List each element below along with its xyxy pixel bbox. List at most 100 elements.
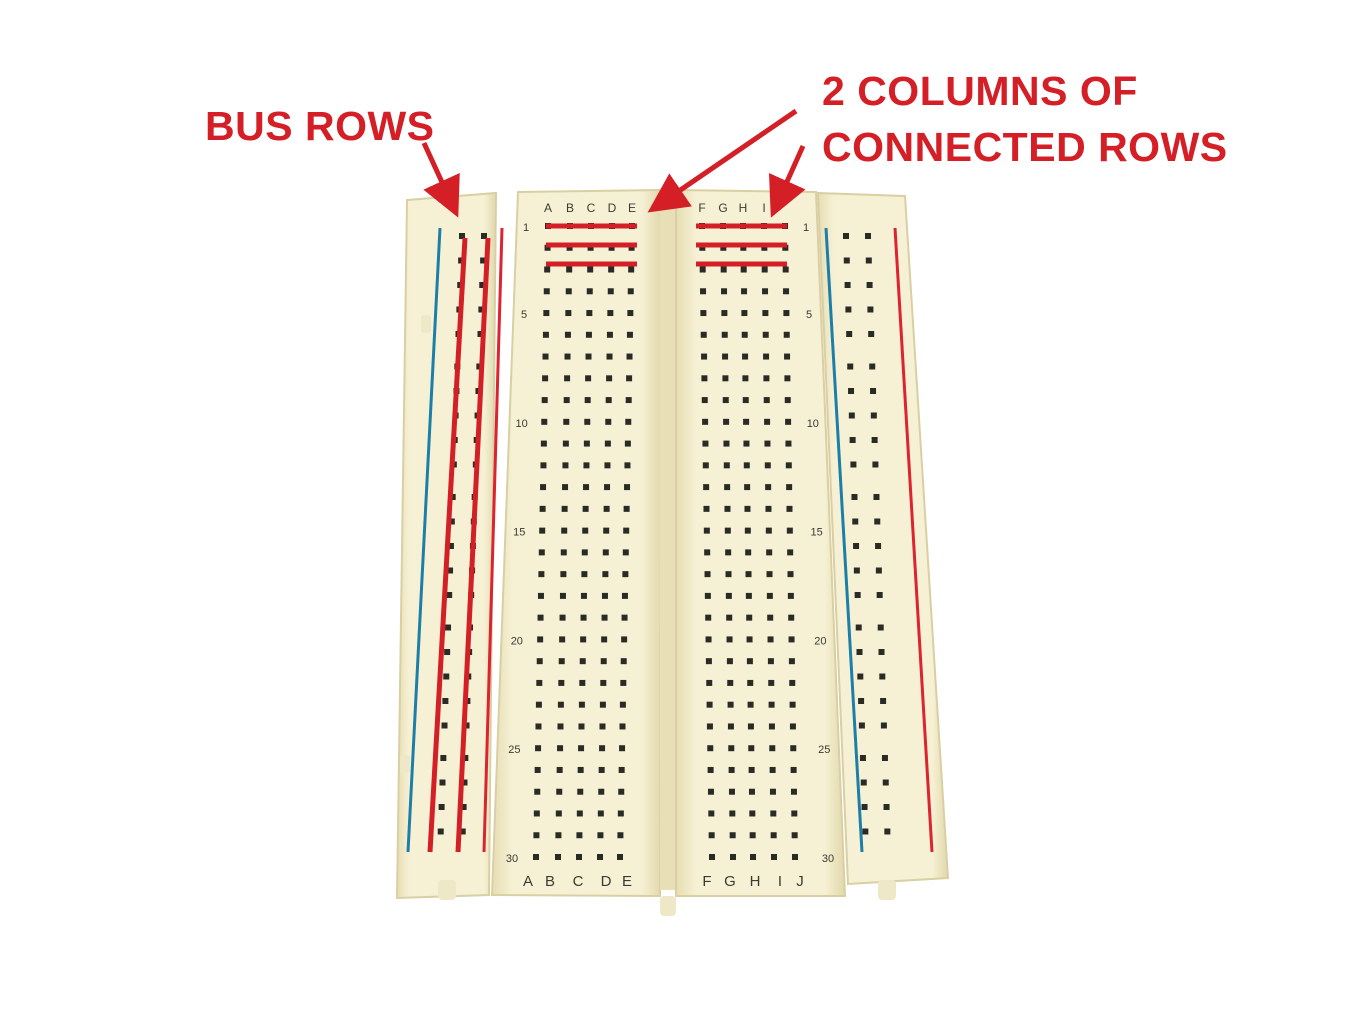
breadboard-hole xyxy=(583,462,590,469)
breadboard-hole xyxy=(742,353,749,360)
breadboard-hole xyxy=(849,437,856,443)
breadboard-hole xyxy=(608,266,615,273)
rail-stripes xyxy=(406,227,934,853)
breadboard-hole xyxy=(762,288,769,295)
breadboard-hole xyxy=(874,518,881,525)
breadboard-hole xyxy=(617,832,624,839)
breadboard-hole xyxy=(762,331,769,338)
breadboard-hole xyxy=(702,418,709,425)
breadboard-hole xyxy=(764,418,771,425)
breadboard-hole xyxy=(537,614,544,621)
breadboard-hole xyxy=(708,810,715,817)
breadboard-hole xyxy=(542,375,549,382)
peg xyxy=(660,896,676,916)
breadboard-hole xyxy=(785,418,792,425)
breadboard-hole xyxy=(535,723,542,730)
row-number: 25 xyxy=(508,744,520,756)
breadboard-hole xyxy=(768,723,775,730)
breadboard-hole xyxy=(763,397,770,404)
annotation-lines xyxy=(421,108,806,853)
column-letter: B xyxy=(566,201,574,215)
breadboard-hole xyxy=(707,788,714,795)
breadboard-hole xyxy=(600,658,607,665)
breadboard-hole xyxy=(788,614,795,621)
breadboard-hole xyxy=(867,306,874,313)
breadboard-hole xyxy=(877,624,884,631)
connected-rows-label-line2: CONNECTED ROWS xyxy=(822,124,1228,170)
breadboard-hole xyxy=(533,854,539,860)
breadboard-hole xyxy=(746,658,753,665)
breadboard-hole xyxy=(627,288,634,295)
breadboard-hole xyxy=(785,440,792,447)
breadboard-hole xyxy=(480,257,487,264)
breadboard-hole xyxy=(479,282,486,288)
breadboard-hole xyxy=(783,331,790,338)
breadboard-hole xyxy=(720,244,727,251)
breadboard-hole xyxy=(725,592,732,599)
breadboard-hole xyxy=(535,745,542,752)
breadboard-hole xyxy=(868,331,875,337)
left-terminal-block xyxy=(490,188,664,898)
breadboard-hole xyxy=(562,462,569,469)
breadboard-hole xyxy=(748,766,755,773)
breadboard-hole xyxy=(787,571,794,578)
breadboard-hole xyxy=(542,331,549,338)
breadboard-hole xyxy=(597,854,603,860)
breadboard-hole xyxy=(602,571,609,578)
breadboard-hole xyxy=(578,745,585,752)
breadboard-hole xyxy=(725,549,732,556)
breadboard-hole xyxy=(706,723,713,730)
breadboard-hole xyxy=(704,549,711,556)
breadboard-hole xyxy=(556,766,563,773)
breadboard-hole xyxy=(478,306,485,313)
breadboard-hole xyxy=(584,418,591,425)
breadboard-hole xyxy=(579,679,586,686)
breadboard-hole xyxy=(604,440,611,447)
breadboard-hole xyxy=(787,592,794,599)
row-number: 1 xyxy=(523,222,529,234)
breadboard-hole xyxy=(625,418,632,425)
breadboard-hole xyxy=(843,233,849,239)
breadboard-hole xyxy=(745,549,752,556)
breadboard-hole xyxy=(559,636,566,643)
breadboard-hole xyxy=(882,779,889,786)
row-number: 25 xyxy=(818,744,830,756)
column-letter: C xyxy=(573,873,584,890)
breadboard-hole xyxy=(883,804,890,810)
breadboard-hole xyxy=(767,636,774,643)
breadboard-hole xyxy=(700,310,707,317)
column-letter: H xyxy=(739,201,748,215)
column-letter: A xyxy=(544,201,552,215)
breadboard-hole xyxy=(560,549,567,556)
center-channel xyxy=(660,200,676,890)
breadboard-hole xyxy=(618,766,625,773)
breadboard-hole xyxy=(727,723,734,730)
breadboard-hole xyxy=(789,701,796,708)
breadboard-hole xyxy=(626,331,633,338)
breadboard-hole xyxy=(462,755,469,761)
breadboard-hole xyxy=(543,310,550,317)
breadboard-hole xyxy=(557,723,564,730)
breadboard-hole xyxy=(786,484,793,491)
breadboard-hole xyxy=(604,484,611,491)
breadboard-hole xyxy=(727,679,734,686)
breadboard-hole xyxy=(533,832,540,839)
breadboard-hole xyxy=(872,461,879,468)
breadboard-hole xyxy=(628,244,635,251)
bus-row-highlight xyxy=(427,237,468,853)
breadboard-hole xyxy=(707,766,714,773)
breadboard-hole xyxy=(580,614,587,621)
breadboard-hole xyxy=(620,679,627,686)
breadboard-hole xyxy=(726,658,733,665)
breadboard-hole xyxy=(437,828,444,835)
breadboard-hole xyxy=(559,592,566,599)
breadboard-hole xyxy=(861,804,868,810)
breadboard-hole xyxy=(564,331,571,338)
left-rail-blue-stripe xyxy=(406,227,442,853)
breadboard-hole xyxy=(481,233,487,239)
breadboard-hole xyxy=(555,832,562,839)
breadboard-hole xyxy=(789,679,796,686)
breadboard-hole xyxy=(873,494,880,500)
breadboard-hole xyxy=(558,679,565,686)
breadboard-hole xyxy=(538,549,545,556)
